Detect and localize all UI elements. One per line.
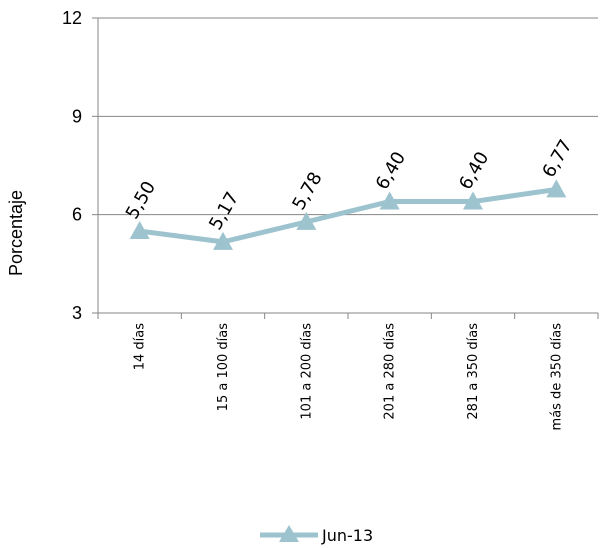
data-point-marker — [379, 191, 400, 210]
y-tick-label: 3 — [72, 303, 82, 323]
x-tick-label: 101 a 200 días — [299, 323, 314, 420]
data-label: 6,77 — [538, 136, 576, 181]
x-tick-label: 14 días — [133, 323, 148, 371]
series-jun-13 — [129, 179, 567, 250]
y-tick-label: 12 — [62, 8, 82, 28]
grid-lines — [98, 17, 598, 314]
data-label: 6,40 — [372, 148, 410, 193]
legend: Jun-13 — [260, 525, 373, 545]
data-label: 5,50 — [122, 178, 160, 223]
legend-marker — [279, 525, 299, 542]
x-tick-label: 15 a 100 días — [216, 323, 231, 412]
data-label: 6,40 — [455, 148, 493, 193]
x-tick-label: 201 a 280 días — [383, 323, 398, 420]
y-axis-label: Porcentaje — [6, 190, 26, 276]
y-tick-label: 9 — [72, 106, 82, 126]
legend-label: Jun-13 — [321, 526, 373, 545]
y-tick-label: 6 — [72, 205, 82, 225]
x-tick-label: 281 a 350 días — [466, 323, 481, 420]
data-point-marker — [463, 191, 483, 210]
axes — [92, 17, 599, 319]
data-labels: 5,50 5,17 5,78 6,40 6,40 6,77 — [122, 136, 577, 234]
x-tick-label: más de 350 días — [549, 323, 564, 431]
x-tick-labels: 14 días 15 a 100 días 101 a 200 días 201 a … — [133, 323, 565, 431]
data-label: 5,78 — [288, 169, 326, 214]
data-point-marker — [296, 211, 317, 230]
series-line — [139, 186, 557, 245]
data-point-marker — [129, 221, 150, 240]
y-tick-labels: 3 6 9 12 — [62, 8, 82, 323]
data-point-marker — [546, 179, 567, 198]
data-label: 5,17 — [205, 189, 243, 234]
data-point-marker — [213, 231, 233, 250]
